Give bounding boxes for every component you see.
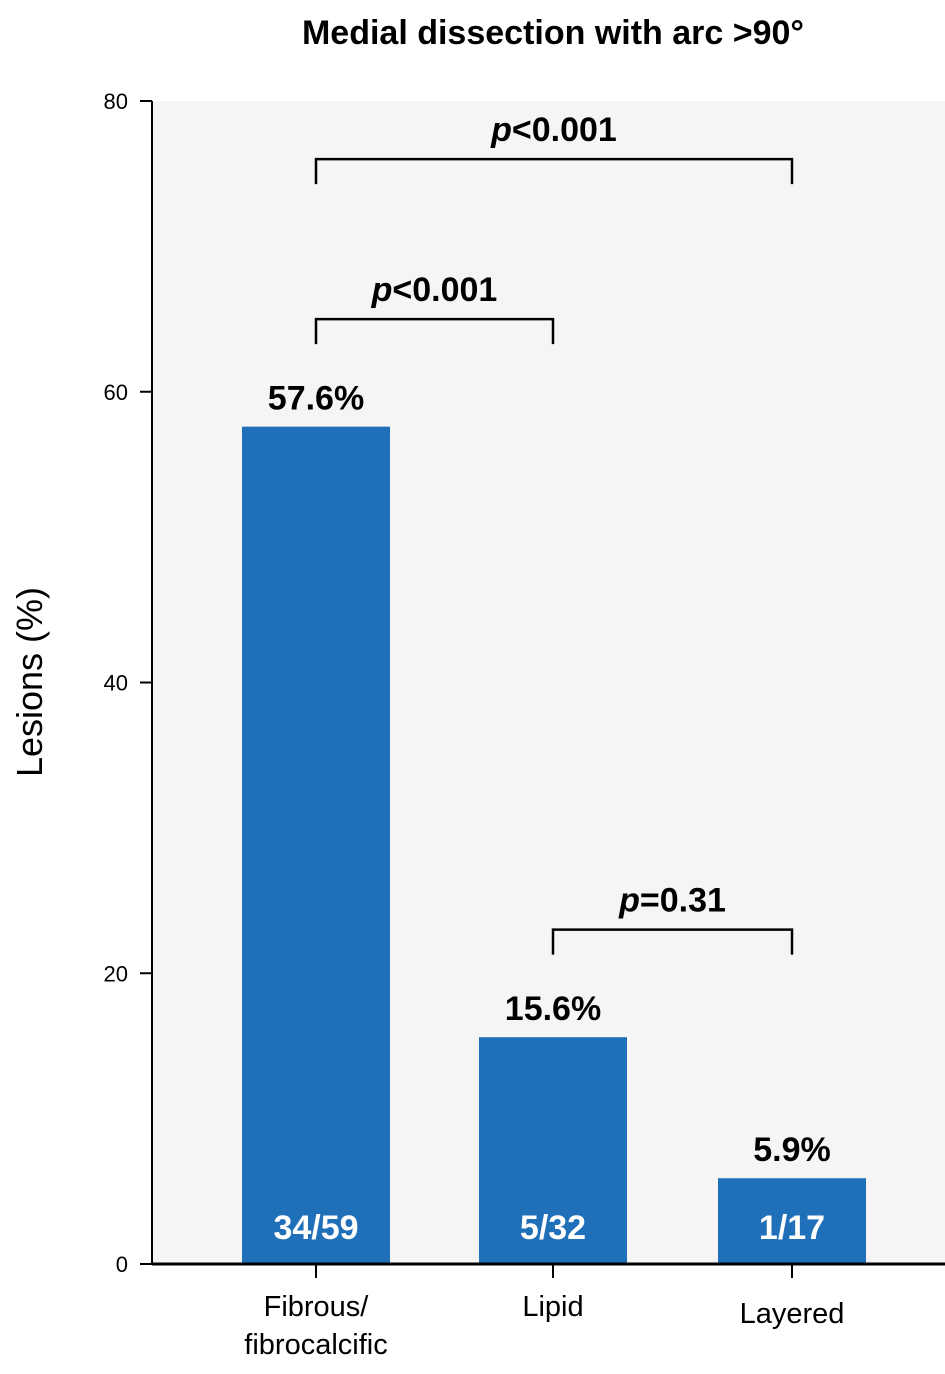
bar-fraction-label: 5/32 — [520, 1209, 586, 1247]
y-tick-label: 20 — [104, 961, 128, 986]
bar — [242, 426, 390, 1264]
p-value-label: p<0.001 — [490, 111, 617, 149]
p-value: =0.31 — [640, 882, 726, 920]
p-value-label: p<0.001 — [371, 271, 498, 309]
y-tick-label: 80 — [104, 89, 128, 114]
bar-value-label: 15.6% — [505, 990, 601, 1028]
p-value: <0.001 — [512, 111, 617, 149]
x-category-label: Fibrous/ — [264, 1291, 370, 1323]
p-symbol: p — [618, 882, 640, 920]
x-category-label: Layered — [740, 1298, 845, 1330]
chart-title: Medial dissection with arc >90° — [302, 14, 804, 52]
significance-bracket — [551, 928, 794, 955]
bar — [718, 1178, 866, 1264]
bar-value-label: 57.6% — [268, 380, 364, 418]
significance-bracket — [314, 157, 794, 185]
bar-fraction-label: 1/17 — [759, 1209, 825, 1247]
bar — [479, 1037, 627, 1264]
p-symbol: p — [371, 271, 393, 309]
significance-bracket — [314, 317, 555, 345]
bar-value-label: 5.9% — [753, 1131, 831, 1169]
p-symbol: p — [490, 111, 512, 149]
bar-fraction-label: 34/59 — [273, 1209, 358, 1247]
y-tick-label: 60 — [104, 380, 128, 405]
y-axis-label: Lesions (%) — [9, 587, 50, 777]
p-value-label: p=0.31 — [618, 882, 726, 920]
x-category-label: Lipid — [522, 1291, 583, 1323]
y-tick-label: 0 — [116, 1252, 128, 1277]
x-category-label: fibrocalcific — [244, 1329, 387, 1361]
y-tick-label: 40 — [104, 671, 128, 696]
p-value: <0.001 — [392, 271, 497, 309]
